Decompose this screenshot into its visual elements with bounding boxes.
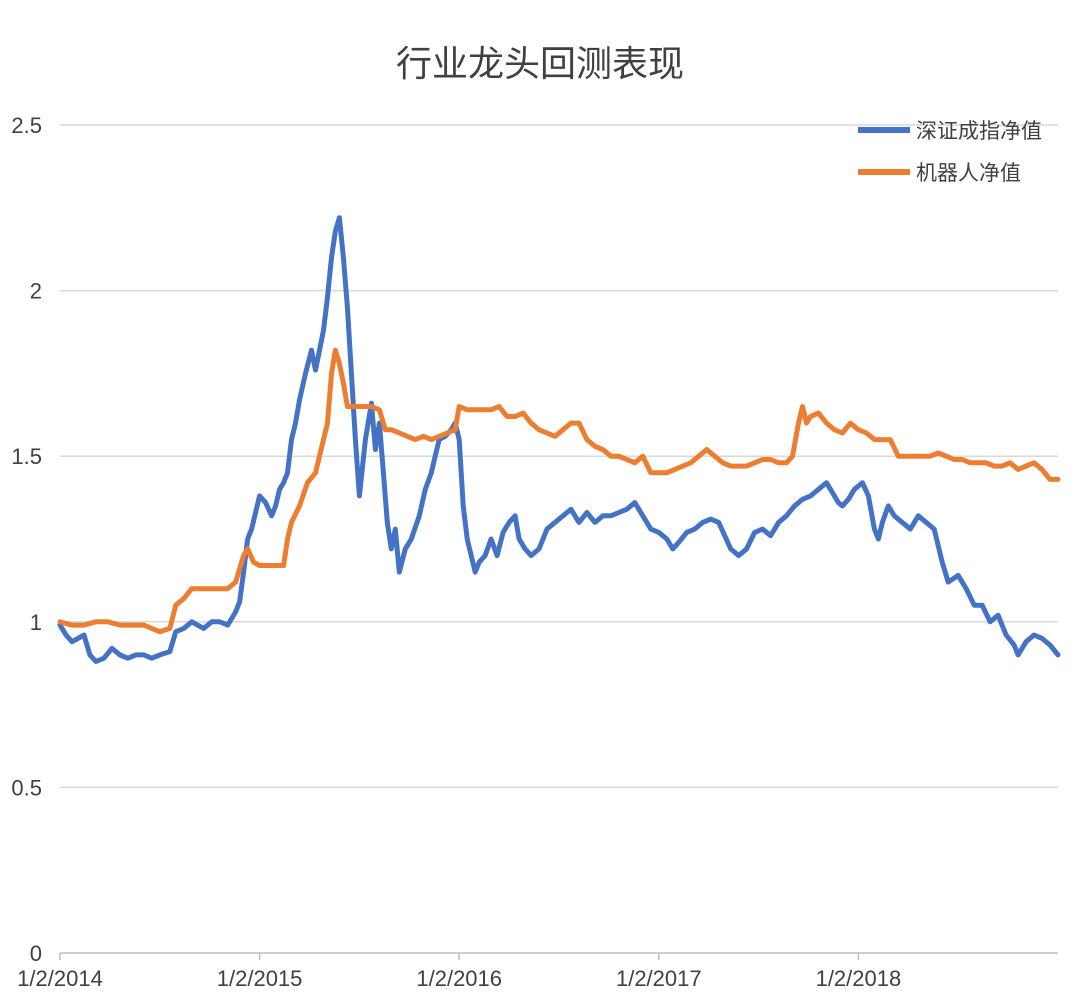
x-tick-label: 1/2/2014: [17, 966, 103, 991]
x-tick-label: 1/2/2016: [416, 966, 502, 991]
series-line-0: [57, 215, 1061, 664]
legend-item-0: 深证成指净值: [858, 119, 1042, 143]
axes: 0 0.5 1 1.5 2 2.5 1/2/2014 1/2/2015 1/2/2016 1/2/…: [11, 113, 1058, 991]
legend: 深证成指净值 机器人净值: [858, 119, 1042, 185]
series-line-1: [57, 347, 1061, 635]
series-lines: [57, 215, 1061, 664]
y-tick-label: 1.5: [11, 444, 42, 469]
gridlines: [60, 124, 1058, 789]
legend-label: 深证成指净值: [916, 119, 1042, 143]
x-tick-label: 1/2/2017: [616, 966, 702, 991]
y-tick-label: 2.5: [11, 113, 42, 138]
x-tick-label: 1/2/2018: [816, 966, 902, 991]
y-tick-label: 0.5: [11, 775, 42, 800]
legend-item-1: 机器人净值: [858, 161, 1021, 185]
x-tick-label: 1/2/2015: [217, 966, 303, 991]
legend-label: 机器人净值: [916, 161, 1021, 185]
y-tick-label: 0: [30, 941, 42, 966]
chart-title: 行业龙头回测表现: [396, 44, 684, 85]
y-tick-label: 2: [30, 279, 42, 304]
y-tick-label: 1: [30, 610, 42, 635]
